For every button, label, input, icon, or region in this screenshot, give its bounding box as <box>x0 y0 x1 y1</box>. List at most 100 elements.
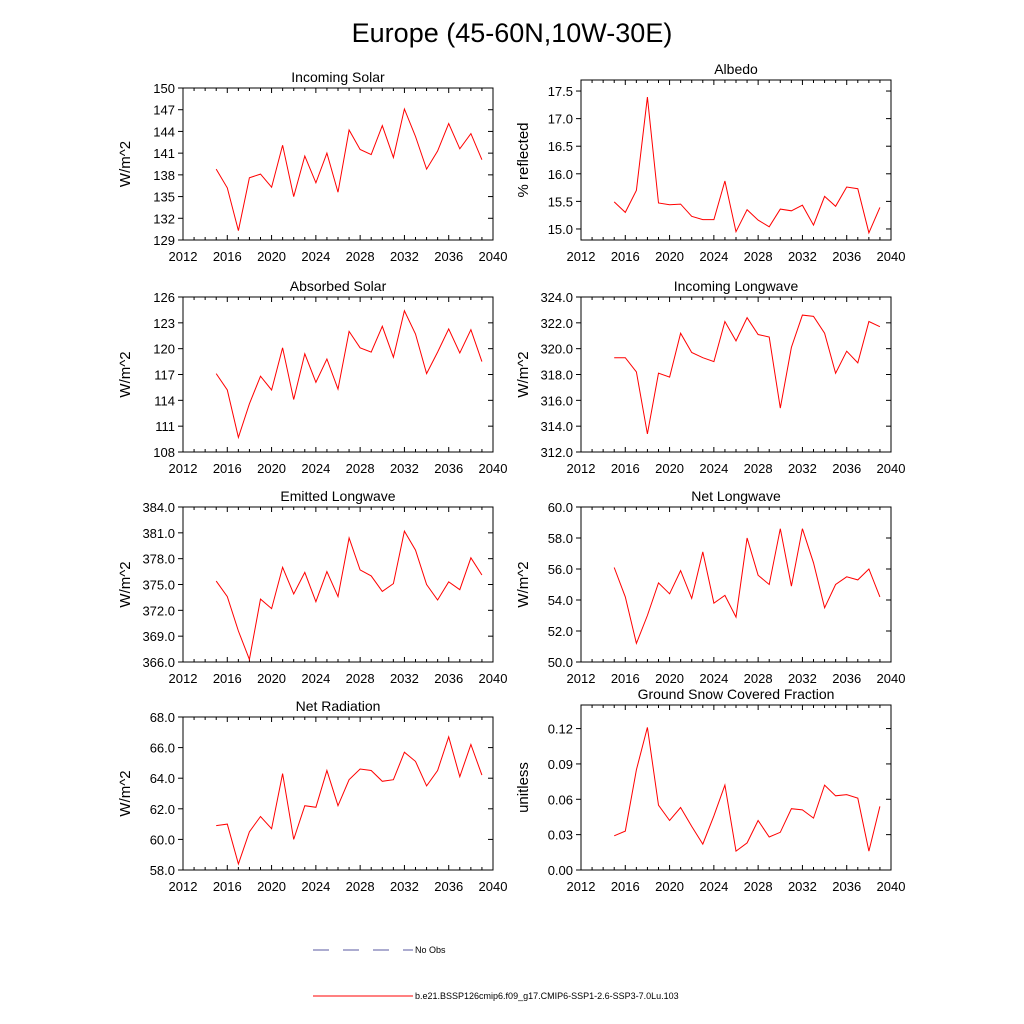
y-axis-label: W/m^2 <box>117 351 134 397</box>
y-tick-label: 114 <box>154 393 175 408</box>
x-tick-label: 2028 <box>346 249 375 264</box>
y-tick-label: 366.0 <box>142 655 175 670</box>
legend-model-label: b.e21.BSSP126cmip6.f09_g17.CMIP6-SSP1-2.… <box>415 991 679 1001</box>
chart-panel: Net Radiation 2012 2016 2020 2024 2028 2032 203… <box>117 698 507 894</box>
panel-title: Net Longwave <box>691 488 781 504</box>
y-tick-label: 0.00 <box>548 863 573 878</box>
x-tick-label: 2028 <box>744 461 773 476</box>
y-axis-label: W/m^2 <box>515 561 532 607</box>
x-tick-label: 2024 <box>699 461 728 476</box>
y-tick-label: 144 <box>153 124 175 139</box>
series-line <box>215 529 483 662</box>
x-tick-label: 2020 <box>257 879 286 894</box>
x-tick-label: 2016 <box>213 879 242 894</box>
x-tick-label: 2020 <box>655 879 684 894</box>
y-tick-label: 0.12 <box>548 722 573 737</box>
y-tick-label: 17.0 <box>548 112 573 127</box>
x-tick-label: 2024 <box>301 461 330 476</box>
chart-panel: Ground Snow Covered Fraction 2012 2016 2020… <box>515 686 905 894</box>
y-tick-label: 318.0 <box>540 368 573 383</box>
panel-title: Albedo <box>714 61 758 77</box>
x-tick-label: 2016 <box>611 671 640 686</box>
series-line <box>613 528 881 646</box>
x-tick-label: 2036 <box>434 879 463 894</box>
y-tick-label: 129 <box>153 233 175 248</box>
y-tick-label: 66.0 <box>150 741 175 756</box>
panel-title: Ground Snow Covered Fraction <box>638 686 835 702</box>
legend: No Obs b.e21.BSSP126cmip6.f09_g17.CMIP6-… <box>313 945 679 1001</box>
x-tick-label: 2040 <box>877 671 906 686</box>
x-tick-label: 2024 <box>301 879 330 894</box>
x-tick-label: 2032 <box>390 671 419 686</box>
x-tick-label: 2040 <box>877 461 906 476</box>
y-tick-label: 50.0 <box>548 655 573 670</box>
panel-title: Absorbed Solar <box>290 278 387 294</box>
x-tick-label: 2016 <box>213 671 242 686</box>
x-tick-label: 2012 <box>169 671 198 686</box>
y-tick-label: 147 <box>153 103 175 118</box>
panel-title: Emitted Longwave <box>280 488 395 504</box>
y-tick-label: 16.0 <box>548 167 573 182</box>
page-title: Europe (45-60N,10W-30E) <box>352 18 673 48</box>
x-tick-label: 2032 <box>390 249 419 264</box>
y-tick-label: 120 <box>153 342 175 357</box>
x-tick-label: 2020 <box>257 671 286 686</box>
y-tick-label: 68.0 <box>150 710 175 725</box>
x-tick-label: 2040 <box>479 879 508 894</box>
x-tick-label: 2040 <box>877 879 906 894</box>
y-axis-label: % reflected <box>515 122 532 197</box>
x-tick-label: 2012 <box>169 879 198 894</box>
x-tick-label: 2020 <box>257 249 286 264</box>
series-line <box>614 314 881 434</box>
chart-panel: Incoming Solar 2012 2016 2020 2024 2028 2032 20… <box>117 69 507 264</box>
x-tick-label: 2020 <box>257 461 286 476</box>
x-tick-label: 2012 <box>567 461 596 476</box>
y-tick-label: 381.0 <box>142 526 175 541</box>
x-tick-label: 2028 <box>346 461 375 476</box>
x-tick-label: 2020 <box>655 671 684 686</box>
x-tick-label: 2036 <box>434 671 463 686</box>
y-tick-label: 312.0 <box>540 445 573 460</box>
y-tick-label: 150 <box>153 81 175 96</box>
y-tick-label: 60.0 <box>150 832 175 847</box>
x-tick-label: 2028 <box>744 671 773 686</box>
y-tick-label: 108 <box>153 445 175 460</box>
x-tick-label: 2016 <box>213 249 242 264</box>
x-tick-label: 2036 <box>434 461 463 476</box>
x-tick-label: 2020 <box>655 461 684 476</box>
y-tick-label: 60.0 <box>548 500 573 515</box>
x-tick-label: 2032 <box>390 879 419 894</box>
y-tick-label: 322.0 <box>540 316 573 331</box>
y-tick-label: 58.0 <box>548 531 573 546</box>
series-line <box>613 97 881 235</box>
y-tick-label: 62.0 <box>150 802 175 817</box>
series-line <box>216 735 483 866</box>
x-tick-label: 2024 <box>699 249 728 264</box>
x-tick-label: 2024 <box>699 671 728 686</box>
x-tick-label: 2016 <box>611 461 640 476</box>
y-axis-label: W/m^2 <box>117 141 134 187</box>
chart-panel: Net Longwave 2012 2016 2020 2024 2028 2032 2036… <box>515 488 905 686</box>
x-tick-label: 2040 <box>479 671 508 686</box>
y-tick-label: 16.5 <box>548 139 573 154</box>
y-axis-label: W/m^2 <box>515 351 532 397</box>
y-tick-label: 372.0 <box>142 603 175 618</box>
x-tick-label: 2028 <box>744 879 773 894</box>
y-tick-label: 316.0 <box>540 393 573 408</box>
y-tick-label: 378.0 <box>142 552 175 567</box>
y-tick-label: 384.0 <box>142 500 175 515</box>
x-tick-label: 2024 <box>699 879 728 894</box>
y-tick-label: 64.0 <box>150 771 175 786</box>
x-tick-label: 2012 <box>567 249 596 264</box>
x-tick-label: 2036 <box>832 671 861 686</box>
y-tick-label: 111 <box>155 419 175 434</box>
chart-panel: Albedo 2012 2016 2020 2024 2028 2032 2036 2040 15… <box>515 61 905 264</box>
y-tick-label: 126 <box>153 290 175 305</box>
y-tick-label: 0.09 <box>548 757 573 772</box>
y-tick-label: 141 <box>153 146 175 161</box>
x-tick-label: 2016 <box>611 249 640 264</box>
y-tick-label: 132 <box>153 211 175 226</box>
x-tick-label: 2036 <box>832 461 861 476</box>
y-tick-label: 58.0 <box>150 863 175 878</box>
